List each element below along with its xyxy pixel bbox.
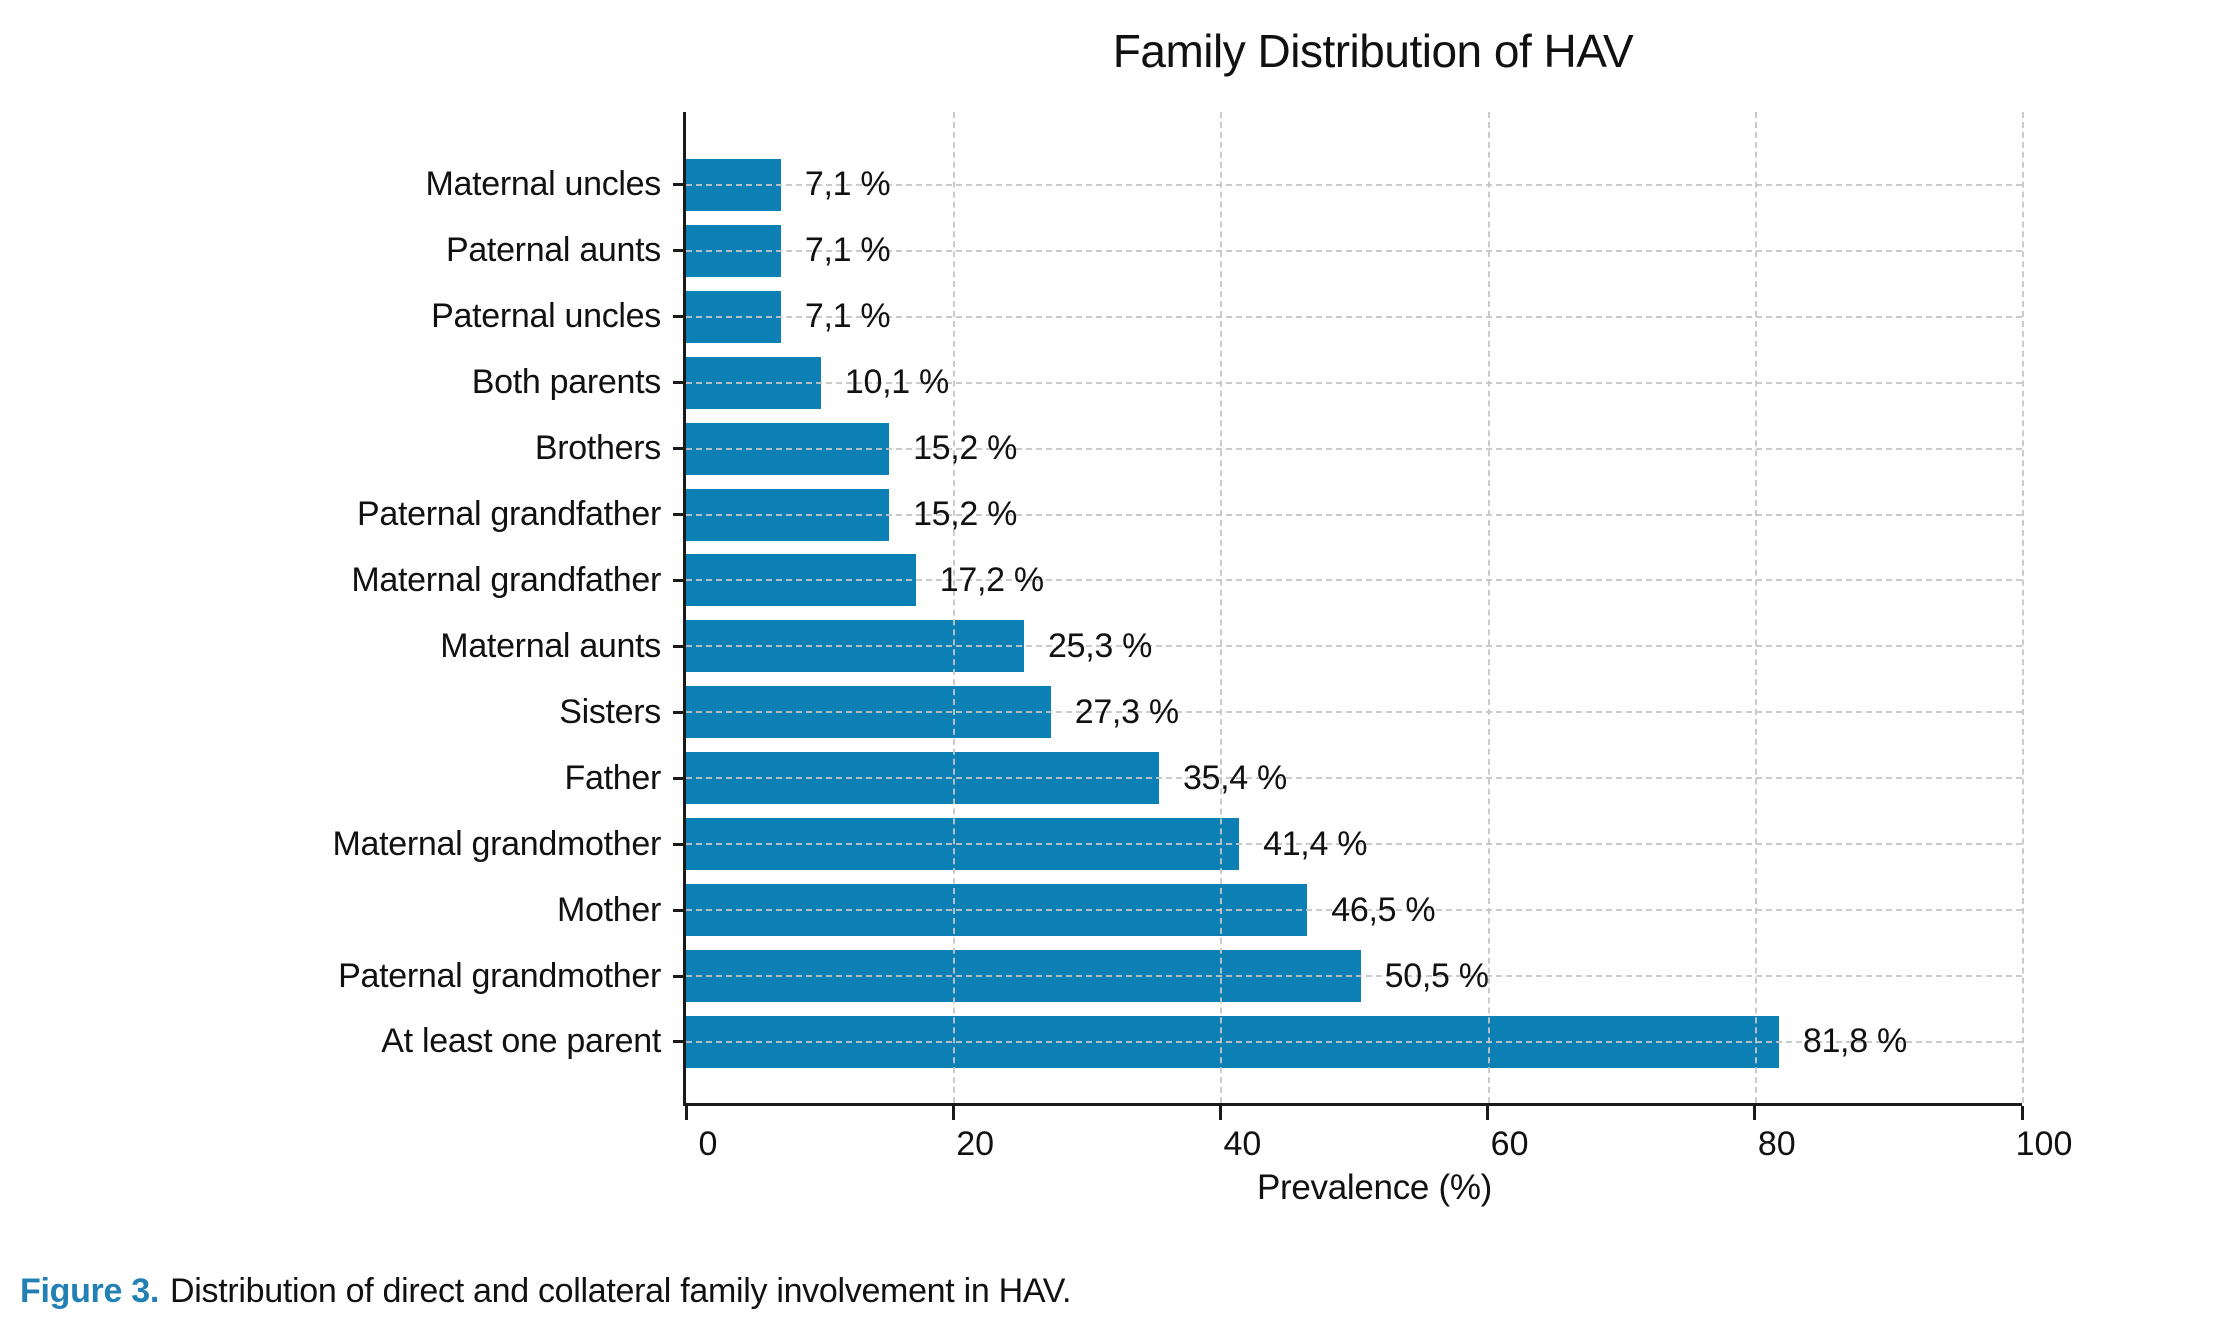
y-axis-tick <box>673 644 683 648</box>
bar-value-label: 35,4 % <box>1182 758 1287 797</box>
bar-value-label: 50,5 % <box>1384 956 1489 995</box>
bar-row: 46,5 % <box>673 877 2022 943</box>
y-axis-tick <box>673 974 683 978</box>
x-axis-label: Prevalence (%) <box>1256 1168 1493 1207</box>
category-label: Paternal grandfather <box>357 495 661 534</box>
bar-value-label: 25,3 % <box>1048 626 1153 665</box>
x-axis-tick <box>951 1106 955 1120</box>
y-axis-tick <box>673 578 683 582</box>
bar-row: 7,1 % <box>673 152 2022 218</box>
x-axis-tick-label: 100 <box>2015 1125 2073 1163</box>
bar-row: 27,3 % <box>673 679 2022 745</box>
bar-row: 15,2 % <box>673 482 2022 548</box>
horizontal-gridline <box>686 579 2022 582</box>
category-label: Maternal grandfather <box>351 560 661 599</box>
y-axis-category-labels: Maternal uncles Paternal aunts Paternal un… <box>0 112 683 1103</box>
y-axis-tick <box>673 183 683 187</box>
y-axis-tick <box>673 908 683 912</box>
bar-value-label: 15,2 % <box>913 495 1018 534</box>
bar-row: 17,2 % <box>673 548 2022 614</box>
y-axis-tick <box>673 315 683 319</box>
category-label: Mother <box>556 890 661 929</box>
y-axis-tick <box>673 447 683 451</box>
chart-title: Family Distribution of HAV <box>1112 25 1634 77</box>
bar-row: 35,4 % <box>673 745 2022 811</box>
vertical-gridline <box>1487 112 1490 1103</box>
x-axis-tick-label: 60 <box>1490 1125 1529 1163</box>
y-axis-tick <box>673 842 683 846</box>
x-axis-tick <box>1218 1106 1222 1120</box>
vertical-gridline <box>953 112 956 1103</box>
bar-value-label: 10,1 % <box>844 363 949 402</box>
bar-value-label: 7,1 % <box>804 165 891 204</box>
y-axis-tick <box>673 513 683 517</box>
figure-caption: Figure 3. Distribution of direct and coll… <box>20 1272 1071 1311</box>
bar-row: 81,8 % <box>673 1009 2022 1075</box>
bar-row: 41,4 % <box>673 811 2022 877</box>
horizontal-gridline <box>686 777 2022 780</box>
bar-row: 10,1 % <box>673 350 2022 416</box>
category-label: Both parents <box>471 363 662 402</box>
plot-area: 7,1 % 7,1 % 7,1 % 10,1 % 15,2 % 15,2 % 17,2 % 2… <box>673 112 2024 1120</box>
category-label: Paternal aunts <box>445 231 661 270</box>
horizontal-gridline <box>686 183 2022 186</box>
horizontal-gridline <box>686 513 2022 516</box>
category-label: At least one parent <box>381 1022 661 1061</box>
horizontal-gridline <box>686 909 2022 912</box>
bar-value-label: 46,5 % <box>1331 890 1436 929</box>
x-axis-tick-label: 40 <box>1223 1125 1262 1163</box>
x-axis-tick <box>2020 1106 2024 1120</box>
category-label: Maternal uncles <box>425 165 661 204</box>
x-axis-tick <box>1753 1106 1757 1120</box>
horizontal-gridline <box>686 645 2022 648</box>
bar-value-label: 41,4 % <box>1263 824 1368 863</box>
x-axis-tick-label: 0 <box>698 1125 718 1163</box>
horizontal-gridline <box>686 315 2022 318</box>
horizontal-gridline <box>686 711 2022 714</box>
y-axis-tick <box>673 1040 683 1044</box>
bar-row: 25,3 % <box>673 613 2022 679</box>
category-label: Maternal aunts <box>440 626 661 665</box>
horizontal-gridline <box>686 381 2022 384</box>
y-axis-tick <box>673 710 683 714</box>
bar-rows: 7,1 % 7,1 % 7,1 % 10,1 % 15,2 % 15,2 % 17,2 % 2… <box>673 112 2022 1103</box>
bar-value-label: 7,1 % <box>804 297 891 336</box>
vertical-gridline <box>2022 112 2024 1103</box>
category-label: Brothers <box>534 429 661 468</box>
x-axis-tick-label: 80 <box>1757 1125 1796 1163</box>
vertical-gridline <box>1754 112 1757 1103</box>
category-label: Father <box>564 758 662 797</box>
y-axis-tick <box>673 776 683 780</box>
bar-value-label: 15,2 % <box>913 429 1018 468</box>
category-label: Paternal uncles <box>431 297 661 336</box>
figure-caption-number: Figure 3. <box>20 1272 159 1310</box>
bar-row: 50,5 % <box>673 943 2022 1009</box>
bar-row: 7,1 % <box>673 284 2022 350</box>
horizontal-gridline <box>686 975 2022 978</box>
bar-value-label: 27,3 % <box>1074 692 1179 731</box>
x-axis-tick <box>684 1106 688 1120</box>
bar-row: 7,1 % <box>673 218 2022 284</box>
figure-caption-text: Distribution of direct and collateral fa… <box>170 1272 1072 1310</box>
bar-row: 15,2 % <box>673 416 2022 482</box>
category-label: Paternal grandmother <box>338 956 661 995</box>
bar-value-label: 81,8 % <box>1802 1022 1907 1061</box>
horizontal-gridline <box>686 843 2022 846</box>
chart-body: Maternal uncles Paternal aunts Paternal un… <box>0 112 2044 1120</box>
horizontal-gridline <box>686 447 2022 450</box>
category-label: Maternal grandmother <box>332 824 661 863</box>
category-label: Sisters <box>559 692 661 731</box>
y-axis-tick <box>673 381 683 385</box>
bar-value-label: 7,1 % <box>804 231 891 270</box>
horizontal-gridline <box>686 249 2022 252</box>
bar-value-label: 17,2 % <box>939 560 1044 599</box>
horizontal-gridline <box>686 1040 2022 1043</box>
x-axis-tick <box>1486 1106 1490 1120</box>
x-axis-tick-label: 20 <box>956 1125 995 1163</box>
vertical-gridline <box>1220 112 1223 1103</box>
y-axis-tick <box>673 249 683 253</box>
